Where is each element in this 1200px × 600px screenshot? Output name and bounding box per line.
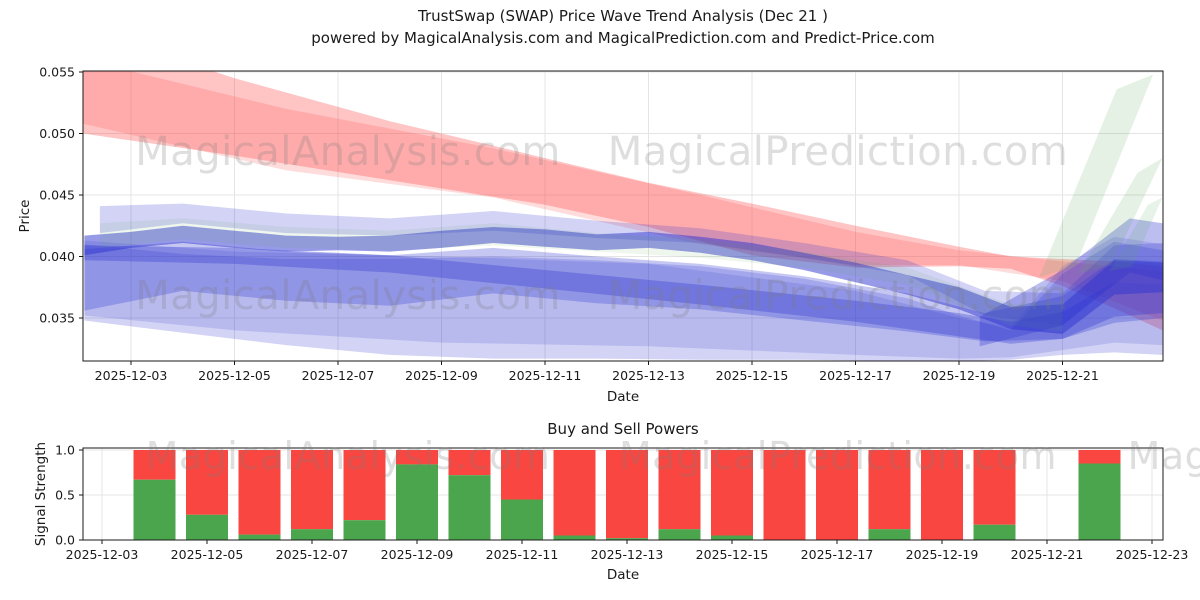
top-x-tick-label: 2025-12-05 [198,368,271,383]
top-x-tick-label: 2025-12-19 [923,368,996,383]
buy-power-bar-2025-12-05 [186,514,228,540]
sell-power-bar-2025-12-11 [501,450,543,500]
bottom-x-tick-label: 2025-12-07 [276,547,349,562]
sell-power-bar-2025-12-16 [763,450,806,540]
buy-power-bar-2025-12-12 [553,535,596,540]
bottom-x-tick-label: 2025-12-15 [696,547,769,562]
buy-power-bar-2025-12-08 [343,520,386,540]
red-trend-band-main [83,71,1163,331]
axes-frames [79,70,1164,544]
blue-mid-band [84,241,1163,342]
bottom-x-tick-label: 2025-12-21 [1011,547,1084,562]
bottom-y-tick-label: 1.0 [55,443,75,458]
top-chart-gridlines [83,71,1163,361]
signal-strength-axis-label: Signal Strength [33,441,49,547]
sell-power-bar-2025-12-07 [291,450,333,530]
buy-power-bar-2025-12-09 [396,464,438,540]
buy-power-bar-2025-12-22 [1078,463,1121,540]
top-y-tick-label: 0.045 [39,188,75,203]
figure-subtitle: powered by MagicalAnalysis.com and Magic… [311,29,935,47]
buy-power-bar-2025-12-10 [448,475,491,540]
sell-power-bar-2025-12-09 [396,450,438,465]
green-wedge-tall [1039,74,1154,278]
buy-power-bar-2025-12-07 [291,529,333,540]
bottom-y-tick-label: 0.5 [55,488,75,503]
blue-fan-light [84,236,1163,359]
price-wave-bands [83,71,1163,361]
buy-power-bar-2025-12-13 [606,538,648,540]
bottom-x-tick-label: 2025-12-03 [66,547,139,562]
sell-power-bar-2025-12-06 [238,450,281,535]
top-x-tick-label: 2025-12-11 [509,368,582,383]
blue-core-lower [84,245,1163,344]
top-x-tick-label: 2025-12-07 [302,368,375,383]
top-y-tick-label: 0.040 [39,249,75,264]
sell-power-bar-2025-12-20 [973,450,1016,525]
bottom-y-tick-label: 0.0 [55,533,75,548]
bottom-date-axis-label: Date [606,567,640,583]
red-trend-band-inner [83,71,1163,321]
bottom-x-tick-label: 2025-12-23 [1116,547,1189,562]
top-y-tick-label: 0.050 [39,126,75,141]
sell-power-bar-2025-12-19 [921,450,963,540]
bottom-x-tick-label: 2025-12-19 [906,547,979,562]
blue-core-band [84,225,1163,334]
sell-power-bar-2025-12-18 [868,450,911,530]
buy-power-bar-2025-12-20 [973,524,1016,540]
price-axis-label: Price [17,199,33,233]
sell-power-bar-2025-12-04 [133,450,176,480]
top-x-tick-label: 2025-12-15 [716,368,789,383]
buy-power-bar-2025-12-11 [501,499,543,540]
bottom-x-tick-label: 2025-12-13 [591,547,664,562]
sell-power-bar-2025-12-12 [553,450,596,536]
sell-power-bar-2025-12-13 [606,450,648,539]
sell-power-bar-2025-12-17 [816,450,858,540]
blue-fan-wide [84,241,1163,361]
buy-power-bar-2025-12-18 [868,529,911,540]
bottom-x-tick-label: 2025-12-09 [381,547,454,562]
sell-power-bar-2025-12-22 [1078,450,1121,464]
sell-power-bar-2025-12-14 [658,450,701,530]
bottom-x-tick-label: 2025-12-05 [171,547,244,562]
buy-power-bar-2025-12-15 [711,535,753,540]
buy-power-bar-2025-12-14 [658,529,701,540]
sell-power-bar-2025-12-05 [186,450,228,515]
green-wedge-mid [1078,158,1163,274]
top-x-tick-label: 2025-12-17 [819,368,892,383]
bottom-x-tick-label: 2025-12-11 [486,547,559,562]
top-x-tick-label: 2025-12-13 [612,368,685,383]
top-x-tick-label: 2025-12-03 [95,368,168,383]
figure-title: TrustSwap (SWAP) Price Wave Trend Analys… [418,7,828,25]
buy-power-bar-2025-12-04 [133,479,176,540]
tick-labels: 2025-12-03 2025-12-05 2025-12-07 2025-12-09… [39,65,1188,563]
green-wedge-short [1109,197,1163,272]
bottom-chart-title: Buy and Sell Powers [547,420,699,438]
top-y-tick-label: 0.035 [39,311,75,326]
sell-power-bar-2025-12-08 [343,450,386,521]
sell-power-bar-2025-12-10 [448,450,491,476]
buy-sell-bars [133,450,1121,540]
top-date-axis-label: Date [606,389,640,405]
buy-power-bar-2025-12-06 [238,534,281,540]
top-y-tick-label: 0.055 [39,65,75,80]
bottom-x-tick-label: 2025-12-17 [801,547,874,562]
blue-upper-band [99,203,1163,326]
sell-power-bar-2025-12-15 [711,450,753,536]
green-mid-band [99,218,1063,332]
blue-right-wedge [979,218,1163,347]
top-x-tick-label: 2025-12-09 [405,368,478,383]
top-x-tick-label: 2025-12-21 [1026,368,1099,383]
